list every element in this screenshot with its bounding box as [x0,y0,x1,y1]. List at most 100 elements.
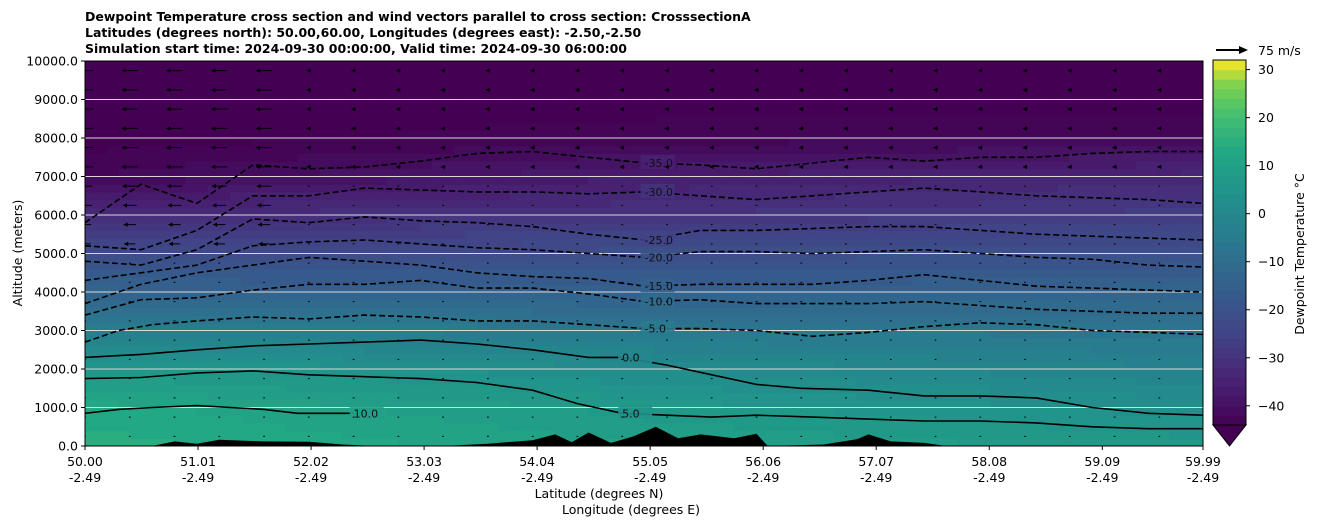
field-cell [867,91,880,101]
field-cell [744,184,757,193]
field-cell [588,138,600,147]
field-cell [1068,99,1081,108]
field-cell [957,238,969,247]
field-cell [453,91,466,101]
field-cell [107,438,120,446]
field-cell [1012,84,1025,93]
field-cell [867,84,880,93]
field-cell [1158,369,1171,378]
field-cell [912,99,925,108]
field-cell [1001,76,1014,85]
field-cell [878,199,891,208]
field-cell [1102,261,1115,270]
field-cell [230,407,243,416]
field-cell [96,138,108,147]
field-cell [744,207,757,216]
field-cell [565,430,578,439]
field-cell [308,153,321,162]
field-cell [733,61,746,70]
field-cell [342,207,354,216]
field-cell [498,399,511,409]
field-cell [319,422,332,432]
field-cell [1147,430,1159,439]
field-cell [644,399,656,409]
field-cell [889,176,902,185]
field-cell [1158,438,1171,446]
field-cell [420,438,433,446]
field-cell [230,84,243,93]
field-cell [901,338,913,347]
field-cell [107,315,120,324]
field-cell [1147,76,1159,85]
field-cell [442,292,455,301]
field-cell [1158,330,1171,339]
field-cell [979,114,992,124]
field-cell [532,230,544,239]
field-cell [465,322,477,332]
field-cell [1191,415,1203,424]
field-cell [297,184,310,193]
field-cell [521,238,533,247]
field-cell [744,191,757,201]
field-cell [655,361,667,370]
field-cell [498,114,511,124]
field-cell [632,114,645,124]
field-cell [1046,330,1059,339]
field-cell [934,215,947,224]
field-cell [923,415,936,424]
field-cell [509,76,522,85]
field-cell [219,84,231,93]
field-cell [1046,399,1059,409]
field-cell [1169,376,1182,385]
field-cell [1068,330,1081,339]
field-cell [342,176,354,185]
field-cell [465,238,477,247]
field-cell [1035,384,1048,393]
field-cell [442,230,455,239]
field-cell [778,307,790,316]
field-cell [509,222,522,231]
field-cell [442,384,455,393]
field-cell [878,369,891,378]
field-cell [521,230,533,239]
field-cell [778,168,790,178]
field-cell [800,153,813,162]
field-cell [1068,191,1081,201]
field-cell [319,292,332,301]
field-cell [889,68,902,77]
field-cell [487,68,500,77]
field-cell [845,168,858,178]
field-cell [778,392,790,401]
field-cell [912,176,925,185]
field-cell [990,369,1003,378]
field-cell [554,161,567,170]
field-cell [230,191,243,201]
field-cell [118,91,131,101]
field-cell [275,222,287,231]
field-cell [375,91,388,101]
field-cell [107,114,120,124]
field-cell [1035,415,1048,424]
field-cell [230,245,243,255]
field-cell [140,99,153,108]
field-cell [196,338,209,347]
field-cell [152,138,164,147]
field-cell [118,392,131,401]
field-cell [990,261,1003,270]
field-cell [409,384,421,393]
field-cell [711,138,723,147]
field-cell [163,422,176,432]
field-cell [588,153,600,162]
field-cell [576,307,589,316]
field-cell [800,114,813,124]
field-cell [923,338,936,347]
field-cell [431,91,444,101]
field-cell [1080,145,1092,154]
field-cell [744,68,757,77]
field-cell [96,245,108,255]
field-cell [241,238,254,247]
field-cell [398,422,410,432]
field-cell [185,299,198,308]
field-cell [174,168,187,178]
field-cell [420,84,433,93]
